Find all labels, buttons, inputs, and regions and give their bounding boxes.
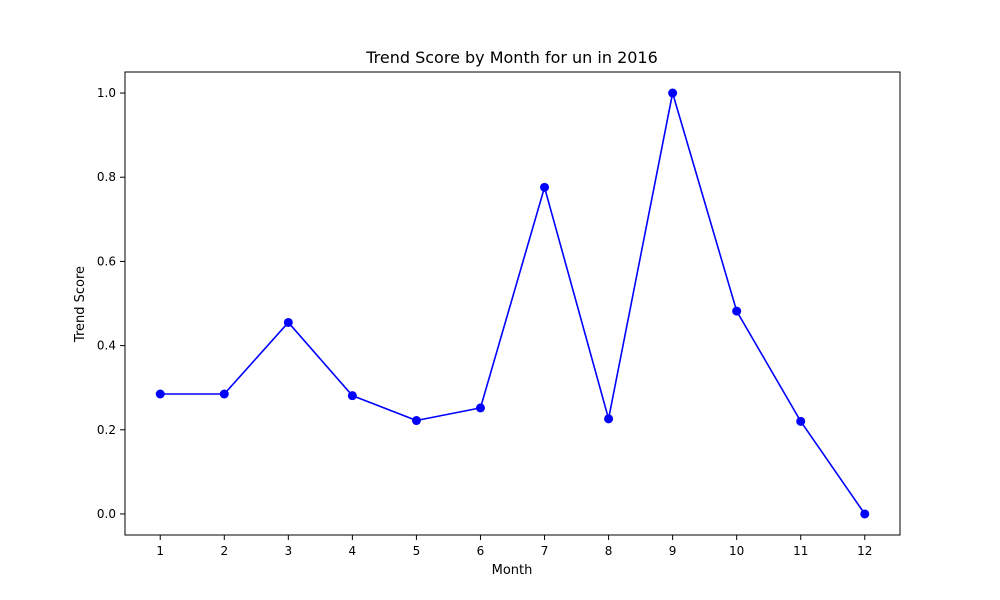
- x-tick-label: 8: [605, 544, 613, 558]
- data-point: [411, 416, 421, 426]
- y-tick-label: 0.4: [97, 339, 116, 353]
- plot-frame: [124, 71, 901, 536]
- data-point: [347, 391, 357, 401]
- x-tick-label: 4: [349, 544, 357, 558]
- series-line: [160, 92, 866, 515]
- x-tick-label: 2: [220, 544, 228, 558]
- x-tick-label: 12: [857, 544, 872, 558]
- data-point: [732, 306, 742, 316]
- y-tick-label: 0.0: [97, 507, 116, 521]
- x-tick-label: 1: [156, 544, 164, 558]
- data-point: [283, 317, 293, 327]
- data-point: [604, 414, 614, 424]
- data-point: [475, 403, 485, 413]
- x-tick-label: 10: [729, 544, 744, 558]
- data-point: [860, 509, 870, 519]
- data-point: [155, 389, 165, 399]
- data-point: [219, 389, 229, 399]
- y-tick-label: 0.2: [97, 423, 116, 437]
- y-tick-label: 0.8: [97, 170, 116, 184]
- x-axis-label: Month: [492, 563, 533, 578]
- plot-area: 1 2 3 4 5 6 7 8 9 10 11 120.00.20.40.60.81.0: [97, 71, 901, 558]
- x-tick-label: 3: [285, 544, 293, 558]
- x-tick-label: 9: [669, 544, 677, 558]
- y-tick-label: 0.6: [97, 254, 116, 268]
- data-point: [668, 88, 678, 98]
- data-point: [796, 416, 806, 426]
- x-tick-label: 6: [477, 544, 485, 558]
- data-point: [540, 182, 550, 192]
- y-axis-label: Trend Score: [73, 266, 88, 343]
- y-tick-label: 1.0: [97, 86, 116, 100]
- x-tick-label: 11: [793, 544, 808, 558]
- x-tick-label: 5: [413, 544, 421, 558]
- chart-title: Trend Score by Month for un in 2016: [365, 48, 658, 67]
- x-tick-label: 7: [541, 544, 549, 558]
